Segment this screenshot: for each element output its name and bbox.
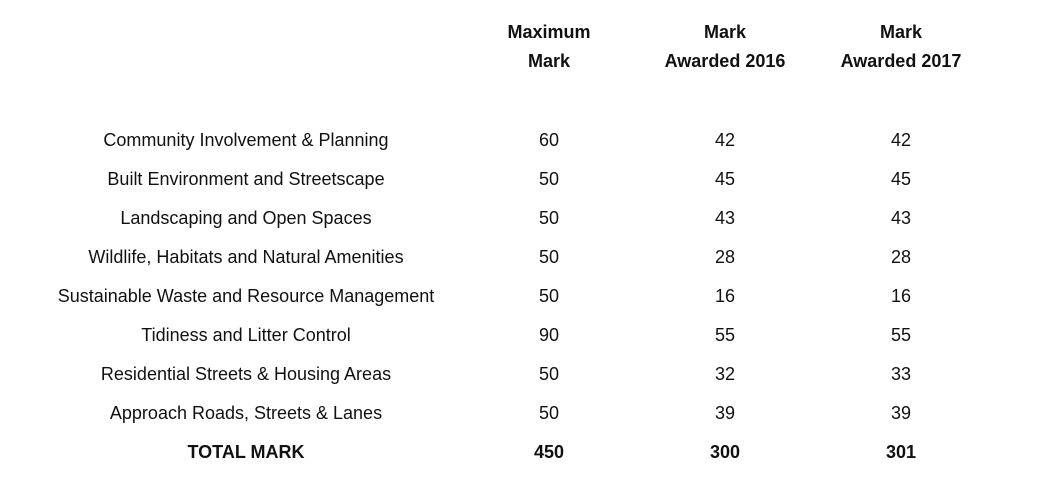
mark-2017-value: 55 [890, 325, 912, 345]
header-mark-awarded-2016: Mark Awarded 2016 [640, 18, 810, 76]
header-2017-line2: Awarded 2017 [840, 51, 962, 71]
category-label: Wildlife, Habitats and Natural Amenities [88, 247, 404, 267]
mark-2016-value: 32 [714, 364, 736, 384]
mark-2016-value: 28 [714, 247, 736, 267]
category-label: Sustainable Waste and Resource Managemen… [57, 286, 435, 306]
mark-2016-value: 55 [714, 325, 736, 345]
maximum-mark-value: 50 [538, 208, 560, 228]
mark-2016-value: 42 [714, 130, 736, 150]
maximum-mark-value: 90 [538, 325, 560, 345]
header-mark-awarded-2017: Mark Awarded 2017 [816, 18, 986, 76]
category-label: Landscaping and Open Spaces [120, 208, 372, 228]
header-2017-line1: Mark [879, 22, 923, 42]
mark-2017-value: 39 [890, 403, 912, 423]
total-maximum-mark: 450 [533, 442, 565, 462]
table-row: Sustainable Waste and Resource Managemen… [0, 277, 1044, 316]
table-row: Approach Roads, Streets & Lanes 50 39 39 [0, 394, 1044, 433]
total-mark-2017: 301 [885, 442, 917, 462]
maximum-mark-value: 50 [538, 247, 560, 267]
mark-2017-value: 45 [890, 169, 912, 189]
category-label: Built Environment and Streetscape [107, 169, 385, 189]
total-row: TOTAL MARK 450 300 301 [0, 433, 1044, 472]
table-row: Built Environment and Streetscape 50 45 … [0, 160, 1044, 199]
table-row: Landscaping and Open Spaces 50 43 43 [0, 199, 1044, 238]
total-mark-2016: 300 [709, 442, 741, 462]
mark-2017-value: 16 [890, 286, 912, 306]
mark-2017-value: 33 [890, 364, 912, 384]
maximum-mark-value: 50 [538, 403, 560, 423]
mark-2016-value: 39 [714, 403, 736, 423]
mark-2017-value: 43 [890, 208, 912, 228]
category-label: Tidiness and Litter Control [141, 325, 351, 345]
mark-2016-value: 43 [714, 208, 736, 228]
header-maximum-line1: Maximum [507, 22, 591, 42]
mark-2017-value: 28 [890, 247, 912, 267]
mark-2017-value: 42 [890, 130, 912, 150]
header-2016-line2: Awarded 2016 [664, 51, 786, 71]
category-label: Community Involvement & Planning [103, 130, 389, 150]
maximum-mark-value: 60 [538, 130, 560, 150]
category-label: Approach Roads, Streets & Lanes [109, 403, 383, 423]
mark-2016-value: 16 [714, 286, 736, 306]
table-row: Wildlife, Habitats and Natural Amenities… [0, 238, 1044, 277]
table-row: Community Involvement & Planning 60 42 4… [0, 121, 1044, 160]
table-row: Residential Streets & Housing Areas 50 3… [0, 355, 1044, 394]
category-label: Residential Streets & Housing Areas [100, 364, 392, 384]
total-label: TOTAL MARK [187, 442, 305, 462]
maximum-mark-value: 50 [538, 169, 560, 189]
table-row: Tidiness and Litter Control 90 55 55 [0, 316, 1044, 355]
mark-2016-value: 45 [714, 169, 736, 189]
header-maximum-line2: Mark [527, 51, 571, 71]
maximum-mark-value: 50 [538, 364, 560, 384]
maximum-mark-value: 50 [538, 286, 560, 306]
header-maximum-mark: Maximum Mark [478, 18, 620, 76]
header-2016-line1: Mark [703, 22, 747, 42]
